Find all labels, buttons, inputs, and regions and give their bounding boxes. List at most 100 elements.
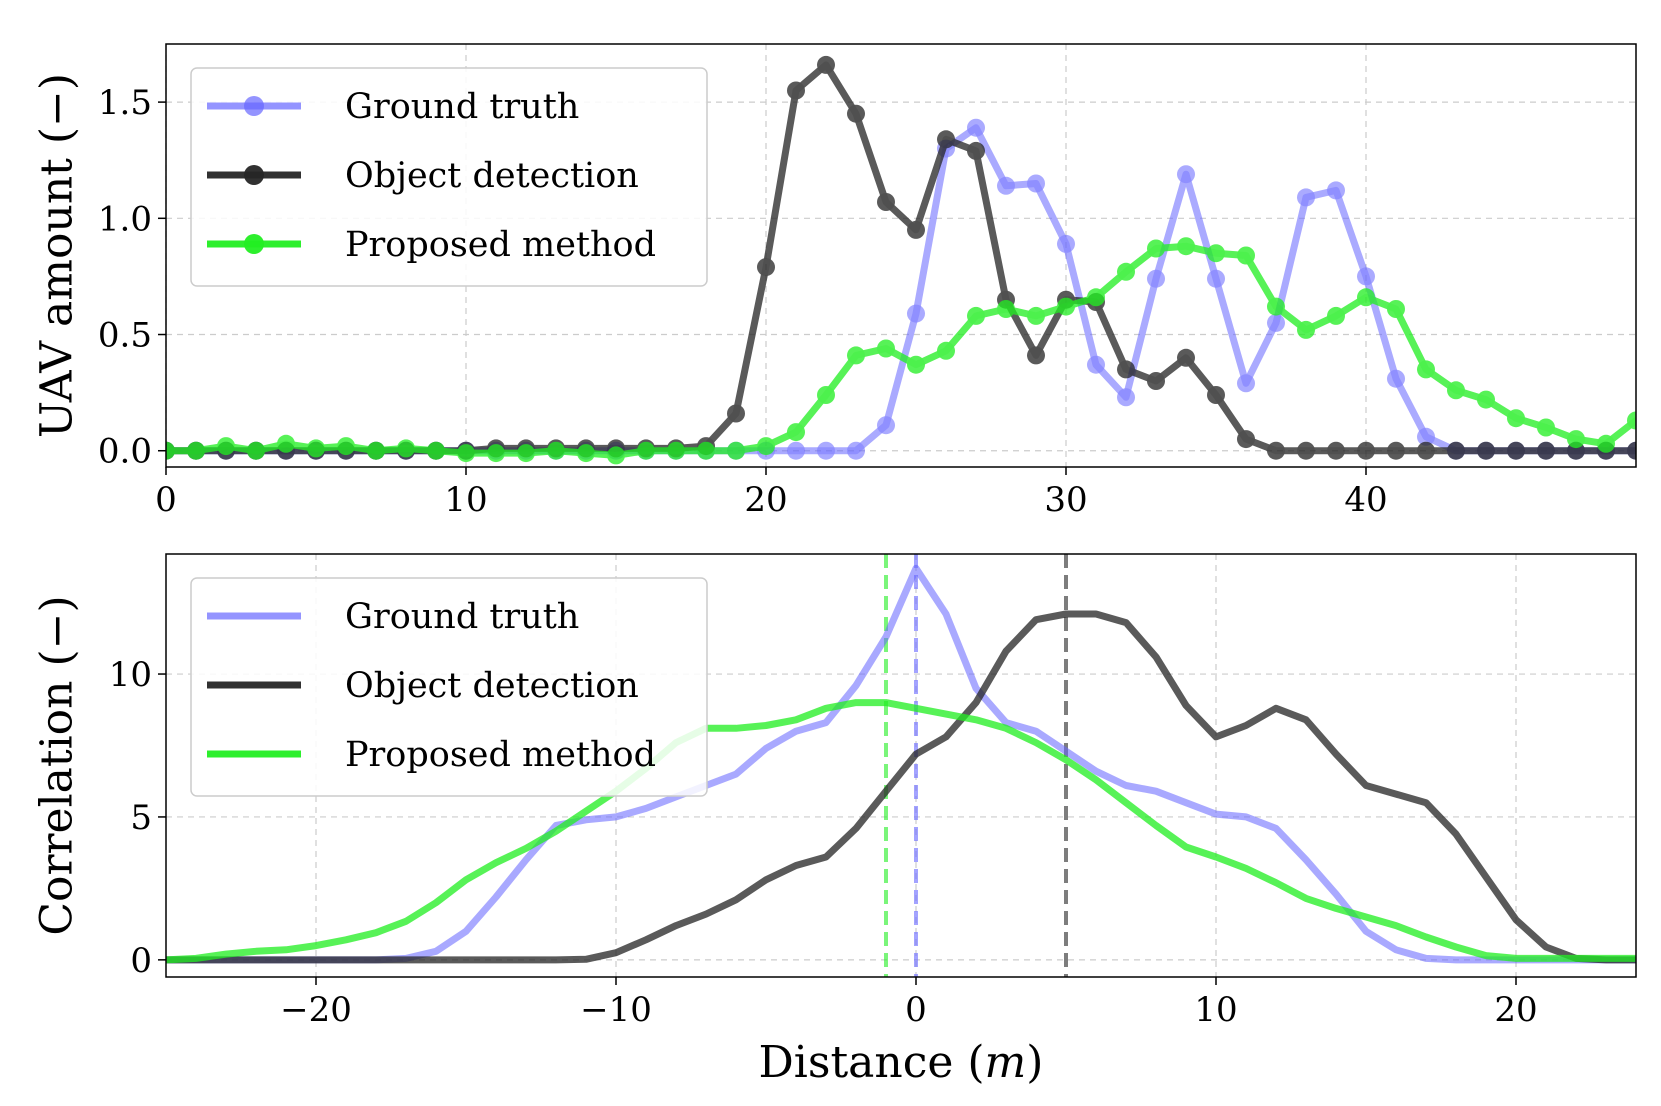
legend-item: Proposed method — [207, 225, 656, 265]
data-point — [1117, 262, 1135, 281]
data-point — [907, 220, 925, 239]
legend-label: Proposed method — [345, 225, 656, 265]
series-object-detection — [166, 610, 1636, 964]
legend: Ground truth Object detection Proposed met… — [190, 577, 708, 797]
data-point — [1537, 441, 1555, 460]
data-point — [787, 81, 805, 100]
data-point — [1267, 313, 1285, 332]
data-point — [1027, 346, 1045, 365]
uav-amount-chart: 0 10 20 30 40 0.0 0.5 1.0 1.5 UAV amount (−) Gr… — [32, 43, 1637, 520]
plot-frame — [165, 43, 1637, 468]
y-tick-label: 0 — [130, 941, 152, 981]
y-axis-label: UAV amount (−) — [32, 73, 83, 438]
data-point — [937, 130, 955, 149]
data-point — [367, 441, 385, 460]
x-axis-label: Distance (m) — [759, 1037, 1044, 1088]
legend-label: Proposed method — [345, 735, 656, 775]
y-axis: 0 5 10 — [109, 655, 166, 981]
y-tick-label: 5 — [130, 798, 152, 838]
legend: Ground truth Object detection Proposed met… — [190, 67, 708, 287]
x-tick-label: 0 — [155, 480, 177, 520]
x-tick-label: 40 — [1344, 480, 1387, 520]
legend-item: Ground truth — [207, 597, 579, 637]
data-point — [967, 306, 985, 325]
data-point — [1297, 320, 1315, 339]
data-point — [1507, 441, 1525, 460]
legend-box — [190, 67, 708, 287]
data-point — [907, 355, 925, 374]
data-point — [517, 444, 535, 463]
data-point — [1327, 181, 1345, 200]
y-axis-label: Correlation (−) — [32, 595, 83, 935]
data-point — [997, 300, 1015, 318]
y-tick-label: 1.5 — [98, 83, 152, 123]
x-axis: 0 10 20 30 40 — [155, 467, 1388, 520]
data-point — [337, 437, 355, 456]
legend-label: Ground truth — [345, 597, 579, 637]
data-point — [787, 441, 805, 460]
data-point — [757, 437, 775, 456]
data-point — [877, 339, 895, 358]
data-point — [307, 439, 325, 458]
data-point — [727, 441, 745, 460]
data-point — [1477, 390, 1495, 409]
x-tick-label: 30 — [1044, 480, 1087, 520]
series-layer — [166, 554, 1636, 977]
data-point — [907, 304, 925, 323]
x-axis-label-text: ) — [1026, 1037, 1043, 1088]
data-point — [1027, 174, 1045, 193]
data-point — [1507, 409, 1525, 428]
data-point — [667, 441, 685, 460]
legend-marker — [244, 165, 264, 185]
data-point — [277, 434, 295, 453]
data-point — [1327, 306, 1345, 325]
data-point — [817, 441, 835, 460]
data-point — [937, 341, 955, 360]
data-point — [1417, 360, 1435, 379]
data-point — [1627, 411, 1636, 430]
data-point — [1177, 348, 1195, 367]
data-point — [967, 141, 985, 160]
data-point — [1237, 430, 1255, 449]
data-point — [1387, 369, 1405, 388]
x-tick-label: 20 — [1494, 990, 1537, 1030]
y-tick-label: 0.0 — [98, 432, 152, 472]
data-point — [847, 441, 865, 460]
x-axis-label-text: Distance ( — [759, 1037, 985, 1088]
y-tick-label: 1.0 — [98, 199, 152, 239]
data-point — [1117, 360, 1135, 379]
plot-frame — [165, 553, 1637, 978]
data-point — [1237, 246, 1255, 265]
data-point — [847, 104, 865, 123]
data-point — [1087, 288, 1105, 307]
data-point — [1297, 441, 1315, 460]
data-point — [1147, 372, 1165, 390]
data-point — [1267, 441, 1285, 460]
data-point — [637, 441, 655, 460]
x-tick-label: 10 — [444, 480, 487, 520]
data-point — [1207, 386, 1225, 404]
data-point — [1387, 300, 1405, 318]
data-point — [1207, 244, 1225, 263]
data-point — [1267, 297, 1285, 316]
legend-box — [190, 577, 708, 797]
legend-marker — [244, 96, 264, 116]
legend-item: Proposed method — [207, 735, 656, 775]
legend-label: Object detection — [345, 666, 639, 706]
data-point — [997, 176, 1015, 195]
data-point — [1357, 288, 1375, 307]
data-point — [787, 423, 805, 442]
y-tick-label: 10 — [109, 655, 152, 695]
data-point — [1597, 434, 1615, 453]
x-tick-label: 20 — [744, 480, 787, 520]
data-point — [1417, 441, 1435, 460]
data-point — [967, 118, 985, 137]
data-point — [1057, 234, 1075, 253]
series-proposed-method — [166, 699, 1636, 964]
legend-label: Object detection — [345, 156, 639, 196]
data-point — [1147, 239, 1165, 258]
x-tick-label: −10 — [580, 990, 652, 1030]
legend-item: Object detection — [207, 156, 639, 196]
data-point — [1357, 267, 1375, 286]
